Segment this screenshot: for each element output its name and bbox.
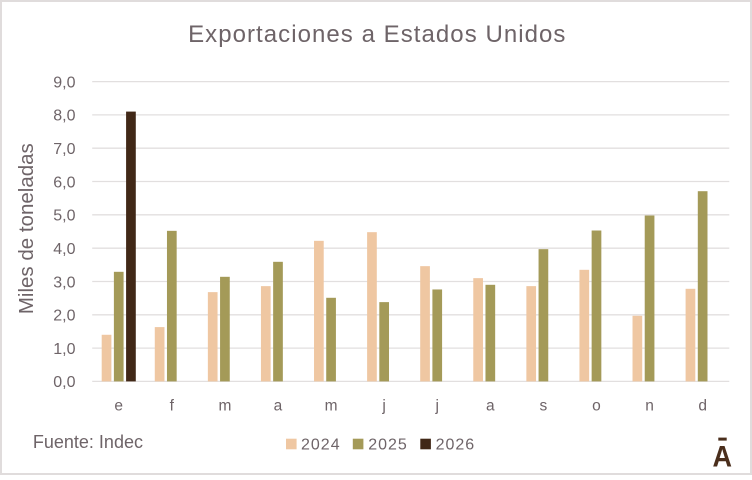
svg-text:j: j <box>435 398 439 415</box>
svg-text:1,0: 1,0 <box>53 341 75 358</box>
svg-text:2024: 2024 <box>301 437 341 454</box>
svg-text:a: a <box>486 398 495 415</box>
svg-text:0,0: 0,0 <box>53 374 75 391</box>
svg-text:j: j <box>381 398 385 415</box>
svg-text:8,0: 8,0 <box>53 108 75 125</box>
svg-text:f: f <box>170 398 175 415</box>
svg-text:n: n <box>645 398 654 415</box>
svg-text:2026: 2026 <box>436 437 476 454</box>
svg-text:A: A <box>713 440 732 474</box>
svg-text:Exportaciones a Estados Unidos: Exportaciones a Estados Unidos <box>188 21 566 48</box>
svg-text:4,0: 4,0 <box>53 241 75 258</box>
svg-text:e: e <box>114 398 123 415</box>
svg-text:o: o <box>592 398 601 415</box>
svg-text:m: m <box>218 398 231 415</box>
svg-text:Fuente: Indec: Fuente: Indec <box>33 432 143 452</box>
svg-text:5,0: 5,0 <box>53 208 75 225</box>
svg-text:2,0: 2,0 <box>53 308 75 325</box>
svg-text:a: a <box>274 398 283 415</box>
svg-text:Miles de toneladas: Miles de toneladas <box>15 143 38 314</box>
svg-text:3,0: 3,0 <box>53 274 75 291</box>
svg-text:2025: 2025 <box>368 437 408 454</box>
svg-text:m: m <box>325 398 338 415</box>
svg-text:s: s <box>540 398 548 415</box>
svg-text:7,0: 7,0 <box>53 141 75 158</box>
svg-text:6,0: 6,0 <box>53 174 75 191</box>
svg-text:d: d <box>698 398 707 415</box>
svg-text:9,0: 9,0 <box>53 74 75 91</box>
